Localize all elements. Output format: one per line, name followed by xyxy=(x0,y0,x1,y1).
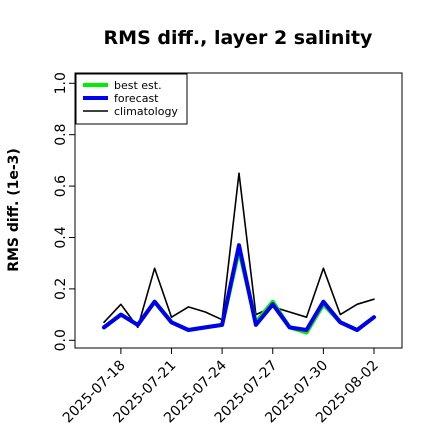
y-tick-label: 0.4 xyxy=(53,226,69,248)
y-axis-label: RMS diff. (1e-3) xyxy=(6,148,22,272)
chart-title: RMS diff., layer 2 salinity xyxy=(104,27,374,49)
y-tick-label: 0.6 xyxy=(53,175,69,197)
y-tick-label: 0.2 xyxy=(53,278,69,300)
y-axis: 0.0 0.2 0.4 0.6 0.8 1.0 xyxy=(53,72,75,351)
plot-area-frame xyxy=(74,72,403,349)
series-layer xyxy=(102,172,376,335)
x-axis: 2025-07-182025-07-212025-07-242025-07-27… xyxy=(60,348,382,426)
series-line-forecast xyxy=(102,243,376,332)
legend-label: forecast xyxy=(114,92,159,105)
legend-label: climatology xyxy=(114,105,178,118)
y-tick-label: 0.8 xyxy=(53,124,69,146)
y-tick-label: 1.0 xyxy=(53,72,69,94)
y-tick-label: 0.0 xyxy=(53,329,69,351)
series-line-climatology xyxy=(103,172,375,329)
legend-label: best est. xyxy=(114,79,162,92)
series-line-best-est xyxy=(102,248,376,335)
